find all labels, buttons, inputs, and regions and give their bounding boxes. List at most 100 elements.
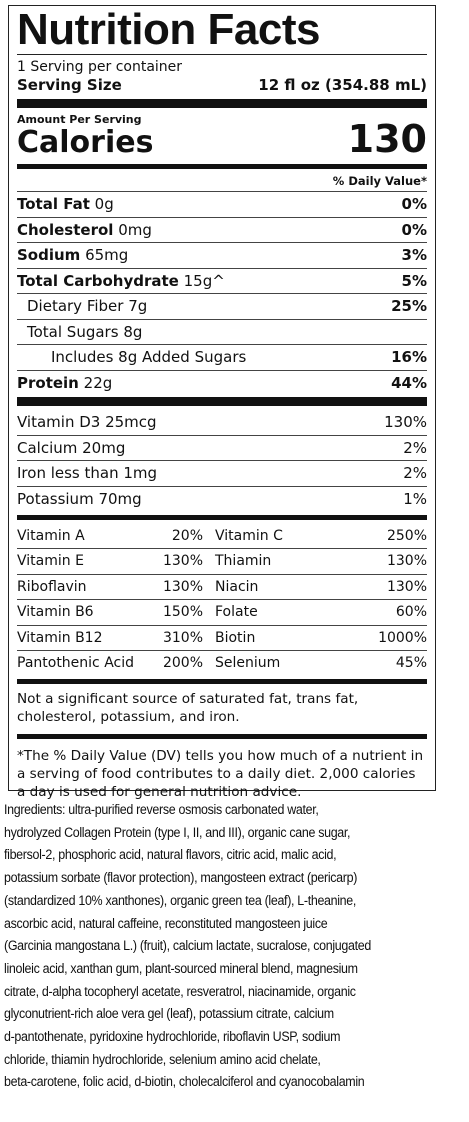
vitamin-dv: 20%	[171, 528, 203, 544]
nutrient: Includes 8g Added Sugars	[17, 348, 246, 366]
divider	[17, 397, 427, 406]
vitamin-dv: 130%	[357, 573, 427, 599]
vitamin-name: Vitamin B6	[17, 599, 157, 624]
vitamin-dv: 130%	[357, 548, 427, 573]
nutrient-row: Includes 8g Added Sugars 16%	[17, 344, 427, 370]
vitamin-name: Vitamin E	[17, 548, 157, 573]
divider	[17, 99, 427, 108]
vitamin-dv: 200%	[157, 649, 203, 675]
nutrient-name: Total Carbohydrate	[17, 271, 179, 290]
serving-size: 12 fl oz (354.88 mL)	[258, 76, 427, 94]
ingredients: Ingredients: ultra-purified reverse osmo…	[4, 799, 466, 1094]
ingredients-line: (standardized 10% xanthones), organic gr…	[4, 892, 357, 908]
title: Nutrition Facts	[17, 5, 320, 54]
serving-size-label: Serving Size	[17, 76, 122, 94]
divider	[17, 164, 427, 169]
minerals: Vitamin D3 25mcg 130% Calcium 20mg 2% Iron l…	[17, 410, 427, 511]
nutrient: Total Sugars 8g	[17, 323, 142, 341]
vitamin-name: Thiamin	[203, 548, 357, 573]
ingredients-line: hydrolyzed Collagen Protein (type I, II,…	[4, 824, 351, 840]
ingredients-line: ascorbic acid, natural caffeine, reconst…	[4, 915, 328, 931]
vitamin-dv: 130%	[157, 573, 203, 599]
serving-size-row: Serving Size 12 fl oz (354.88 mL)	[17, 75, 427, 95]
nutrient: Total Fat 0g	[17, 195, 114, 213]
vitamins: Vitamin A 20% Vitamin C 250% Vitamin E 130% Th…	[17, 524, 427, 675]
ingredients-line: fibersol-2, phosphoric acid, natural fla…	[4, 847, 337, 863]
nutrient: Dietary Fiber 7g	[17, 297, 147, 315]
vitamin-dv: 250%	[386, 528, 427, 544]
nutrient-row: Total Sugars 8g	[17, 318, 427, 345]
vitamin-name: Selenium	[203, 649, 357, 675]
nutrient-dv: 0%	[401, 195, 427, 214]
nutrient-amount: 15g^	[183, 271, 225, 290]
vitamin-dv: 130%	[157, 548, 203, 573]
vitamin-dv: 1000%	[357, 624, 427, 650]
nutrient-row: Protein 22g 44%	[17, 369, 427, 396]
ingredients-line: glyconutrient-rich aloe vera gel (leaf),…	[4, 1006, 334, 1022]
nutrient-amount: 22g	[83, 373, 113, 392]
nutrients: Total Fat 0g 0% Cholesterol 0mg 0% Sodium 65…	[17, 192, 427, 395]
vitamin-dv: 45%	[357, 649, 427, 675]
mineral-name: Vitamin D3 25mcg	[17, 413, 157, 432]
nutrient-dv: 0%	[401, 220, 427, 239]
divider	[17, 734, 427, 740]
divider	[17, 515, 427, 520]
dv-header: % Daily Value*	[17, 171, 427, 192]
vitamin-dv: 60%	[357, 599, 427, 624]
nutrient-name: Sodium	[17, 246, 81, 265]
mineral-row: Potassium 70mg 1%	[17, 485, 427, 512]
ingredients-line: potassium sorbate (flavor protection), m…	[4, 870, 358, 886]
nutrient-dv: 44%	[391, 373, 427, 392]
mineral-dv: 2%	[403, 464, 427, 483]
mineral-name: Calcium 20mg	[17, 438, 126, 457]
amount-per-serving: Amount Per Serving	[17, 113, 142, 126]
note: Not a significant source of saturated fa…	[17, 691, 359, 726]
nutrient-name: Dietary Fiber	[27, 297, 124, 316]
footnote: *The % Daily Value (DV) tells you how mu…	[17, 748, 424, 801]
nutrient-amount: 0mg	[118, 220, 152, 239]
divider	[17, 679, 427, 685]
nutrient-dv: 16%	[391, 348, 427, 367]
mineral-name: Iron less than 1mg	[17, 464, 158, 483]
nutrient-dv: 25%	[391, 297, 427, 316]
mineral-dv: 130%	[384, 413, 427, 432]
nutrient-row: Sodium 65mg 3%	[17, 242, 427, 268]
mineral-row: Vitamin D3 25mcg 130%	[17, 410, 427, 435]
nutrient: Protein 22g	[17, 374, 112, 392]
nutrient-row: Dietary Fiber 7g 25%	[17, 293, 427, 319]
ingredients-line: citrate, d-alpha tocopheryl acetate, res…	[4, 983, 356, 999]
nutrient-name: Protein	[17, 373, 79, 392]
calories: 130	[347, 117, 427, 161]
vitamin-dv: 310%	[157, 624, 203, 650]
mineral-name: Potassium 70mg	[17, 489, 142, 508]
ingredients-line: d-pantothenate, pyridoxine hydrochloride…	[4, 1029, 341, 1045]
mineral-row: Iron less than 1mg 2%	[17, 460, 427, 486]
vitamin-name: Vitamin C	[215, 528, 283, 544]
ingredients-line: chloride, thiamin hydrochloride, seleniu…	[4, 1051, 321, 1067]
vitamin-name: Riboflavin	[17, 573, 157, 599]
vitamin-name: Folate	[203, 599, 357, 624]
ingredients-line: beta-carotene, folic acid, d-biotin, cho…	[4, 1074, 365, 1090]
vitamin-dv: 150%	[157, 599, 203, 624]
nutrient-row: Cholesterol 0mg 0%	[17, 216, 427, 243]
vitamin-name: Vitamin B12	[17, 624, 157, 650]
servings: 1 Serving per container	[17, 54, 427, 75]
nutrient-amount: 8g	[123, 322, 143, 341]
nutrient-dv: 3%	[401, 246, 427, 265]
nutrient-row: Total Carbohydrate 15g^ 5%	[17, 267, 427, 294]
nutrient-amount: 7g	[128, 297, 148, 316]
nutrient-row: Total Fat 0g 0%	[17, 192, 427, 217]
ingredients-line: linoleic acid, xanthan gum, plant-source…	[4, 960, 358, 976]
vitamin-name: Biotin	[203, 624, 357, 650]
nutrient-name: Total Fat	[17, 195, 90, 214]
mineral-dv: 2%	[403, 438, 427, 457]
ingredients-line: (Garcinia mangostana L.) (fruit), calciu…	[4, 938, 371, 954]
vitamin-name: Pantothenic Acid	[17, 649, 157, 675]
nutrient: Sodium 65mg	[17, 246, 128, 264]
mineral-row: Calcium 20mg 2%	[17, 434, 427, 461]
nutrient: Cholesterol 0mg	[17, 221, 152, 239]
nutrient-name: Total Sugars	[27, 322, 119, 341]
nutrient-name: Cholesterol	[17, 220, 114, 239]
nutrient-amount: 0g	[94, 195, 114, 214]
